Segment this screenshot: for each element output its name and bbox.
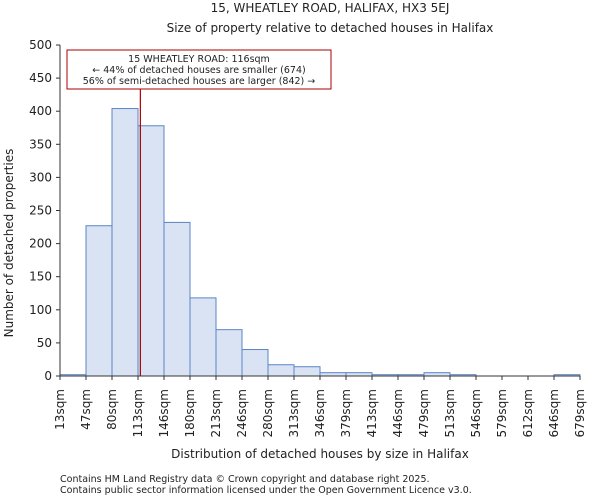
x-tick-label: 180sqm bbox=[183, 389, 197, 437]
x-tick-label: 612sqm bbox=[521, 389, 535, 437]
x-tick-label: 246sqm bbox=[235, 389, 249, 437]
histogram-bar bbox=[241, 349, 269, 377]
x-axis-label: Distribution of detached houses by size … bbox=[171, 447, 469, 461]
y-tick-label: 200 bbox=[29, 237, 52, 251]
histogram-bar bbox=[111, 108, 139, 377]
x-tick-label: 280sqm bbox=[261, 389, 275, 437]
y-tick-label: 150 bbox=[29, 270, 52, 284]
histogram-bar bbox=[137, 125, 165, 377]
footer-line-1: Contains HM Land Registry data © Crown c… bbox=[60, 474, 430, 485]
y-tick-label: 300 bbox=[29, 170, 52, 184]
y-tick-label: 500 bbox=[29, 38, 52, 52]
annotation-line-3: 56% of semi-detached houses are larger (… bbox=[83, 76, 316, 87]
histogram-bar bbox=[85, 225, 113, 377]
x-tick-label: 513sqm bbox=[443, 389, 457, 437]
y-tick-label: 450 bbox=[29, 71, 52, 85]
x-tick-label: 47sqm bbox=[79, 389, 93, 430]
x-tick-label: 113sqm bbox=[131, 389, 145, 437]
y-axis-label: Number of detached properties bbox=[2, 149, 16, 338]
histogram-bar bbox=[189, 297, 217, 377]
y-tick-label: 0 bbox=[44, 369, 52, 383]
annotation-line-2: ← 44% of detached houses are smaller (67… bbox=[92, 65, 305, 76]
x-tick-label: 146sqm bbox=[157, 389, 171, 437]
histogram-bar bbox=[215, 329, 243, 377]
histogram-bar bbox=[293, 366, 321, 377]
annotation-box bbox=[66, 49, 332, 90]
x-tick-label: 679sqm bbox=[573, 389, 587, 437]
y-tick-label: 350 bbox=[29, 137, 52, 151]
x-tick-label: 546sqm bbox=[469, 389, 483, 437]
y-tick-label: 400 bbox=[29, 104, 52, 118]
footer-line-2: Contains public sector information licen… bbox=[60, 485, 472, 496]
y-tick-label: 100 bbox=[29, 303, 52, 317]
histogram-bar bbox=[163, 221, 191, 377]
x-tick-label: 80sqm bbox=[105, 389, 119, 430]
x-tick-label: 446sqm bbox=[391, 389, 405, 437]
chart-subtitle: Size of property relative to detached ho… bbox=[167, 21, 494, 35]
x-tick-label: 346sqm bbox=[313, 389, 327, 437]
x-tick-label: 479sqm bbox=[417, 389, 431, 437]
x-tick-label: 579sqm bbox=[495, 389, 509, 437]
x-tick-label: 646sqm bbox=[547, 389, 561, 437]
x-tick-label: 379sqm bbox=[339, 389, 353, 437]
x-tick-label: 213sqm bbox=[209, 389, 223, 437]
x-tick-label: 313sqm bbox=[287, 389, 301, 437]
chart-title: 15, WHEATLEY ROAD, HALIFAX, HX3 5EJ bbox=[211, 1, 450, 15]
x-tick-label: 13sqm bbox=[53, 389, 67, 430]
histogram-bar bbox=[267, 364, 295, 377]
x-tick-label: 413sqm bbox=[365, 389, 379, 437]
annotation-line-1: 15 WHEATLEY ROAD: 116sqm bbox=[128, 54, 270, 65]
y-tick-label: 250 bbox=[29, 204, 52, 218]
y-tick-label: 50 bbox=[37, 336, 52, 350]
